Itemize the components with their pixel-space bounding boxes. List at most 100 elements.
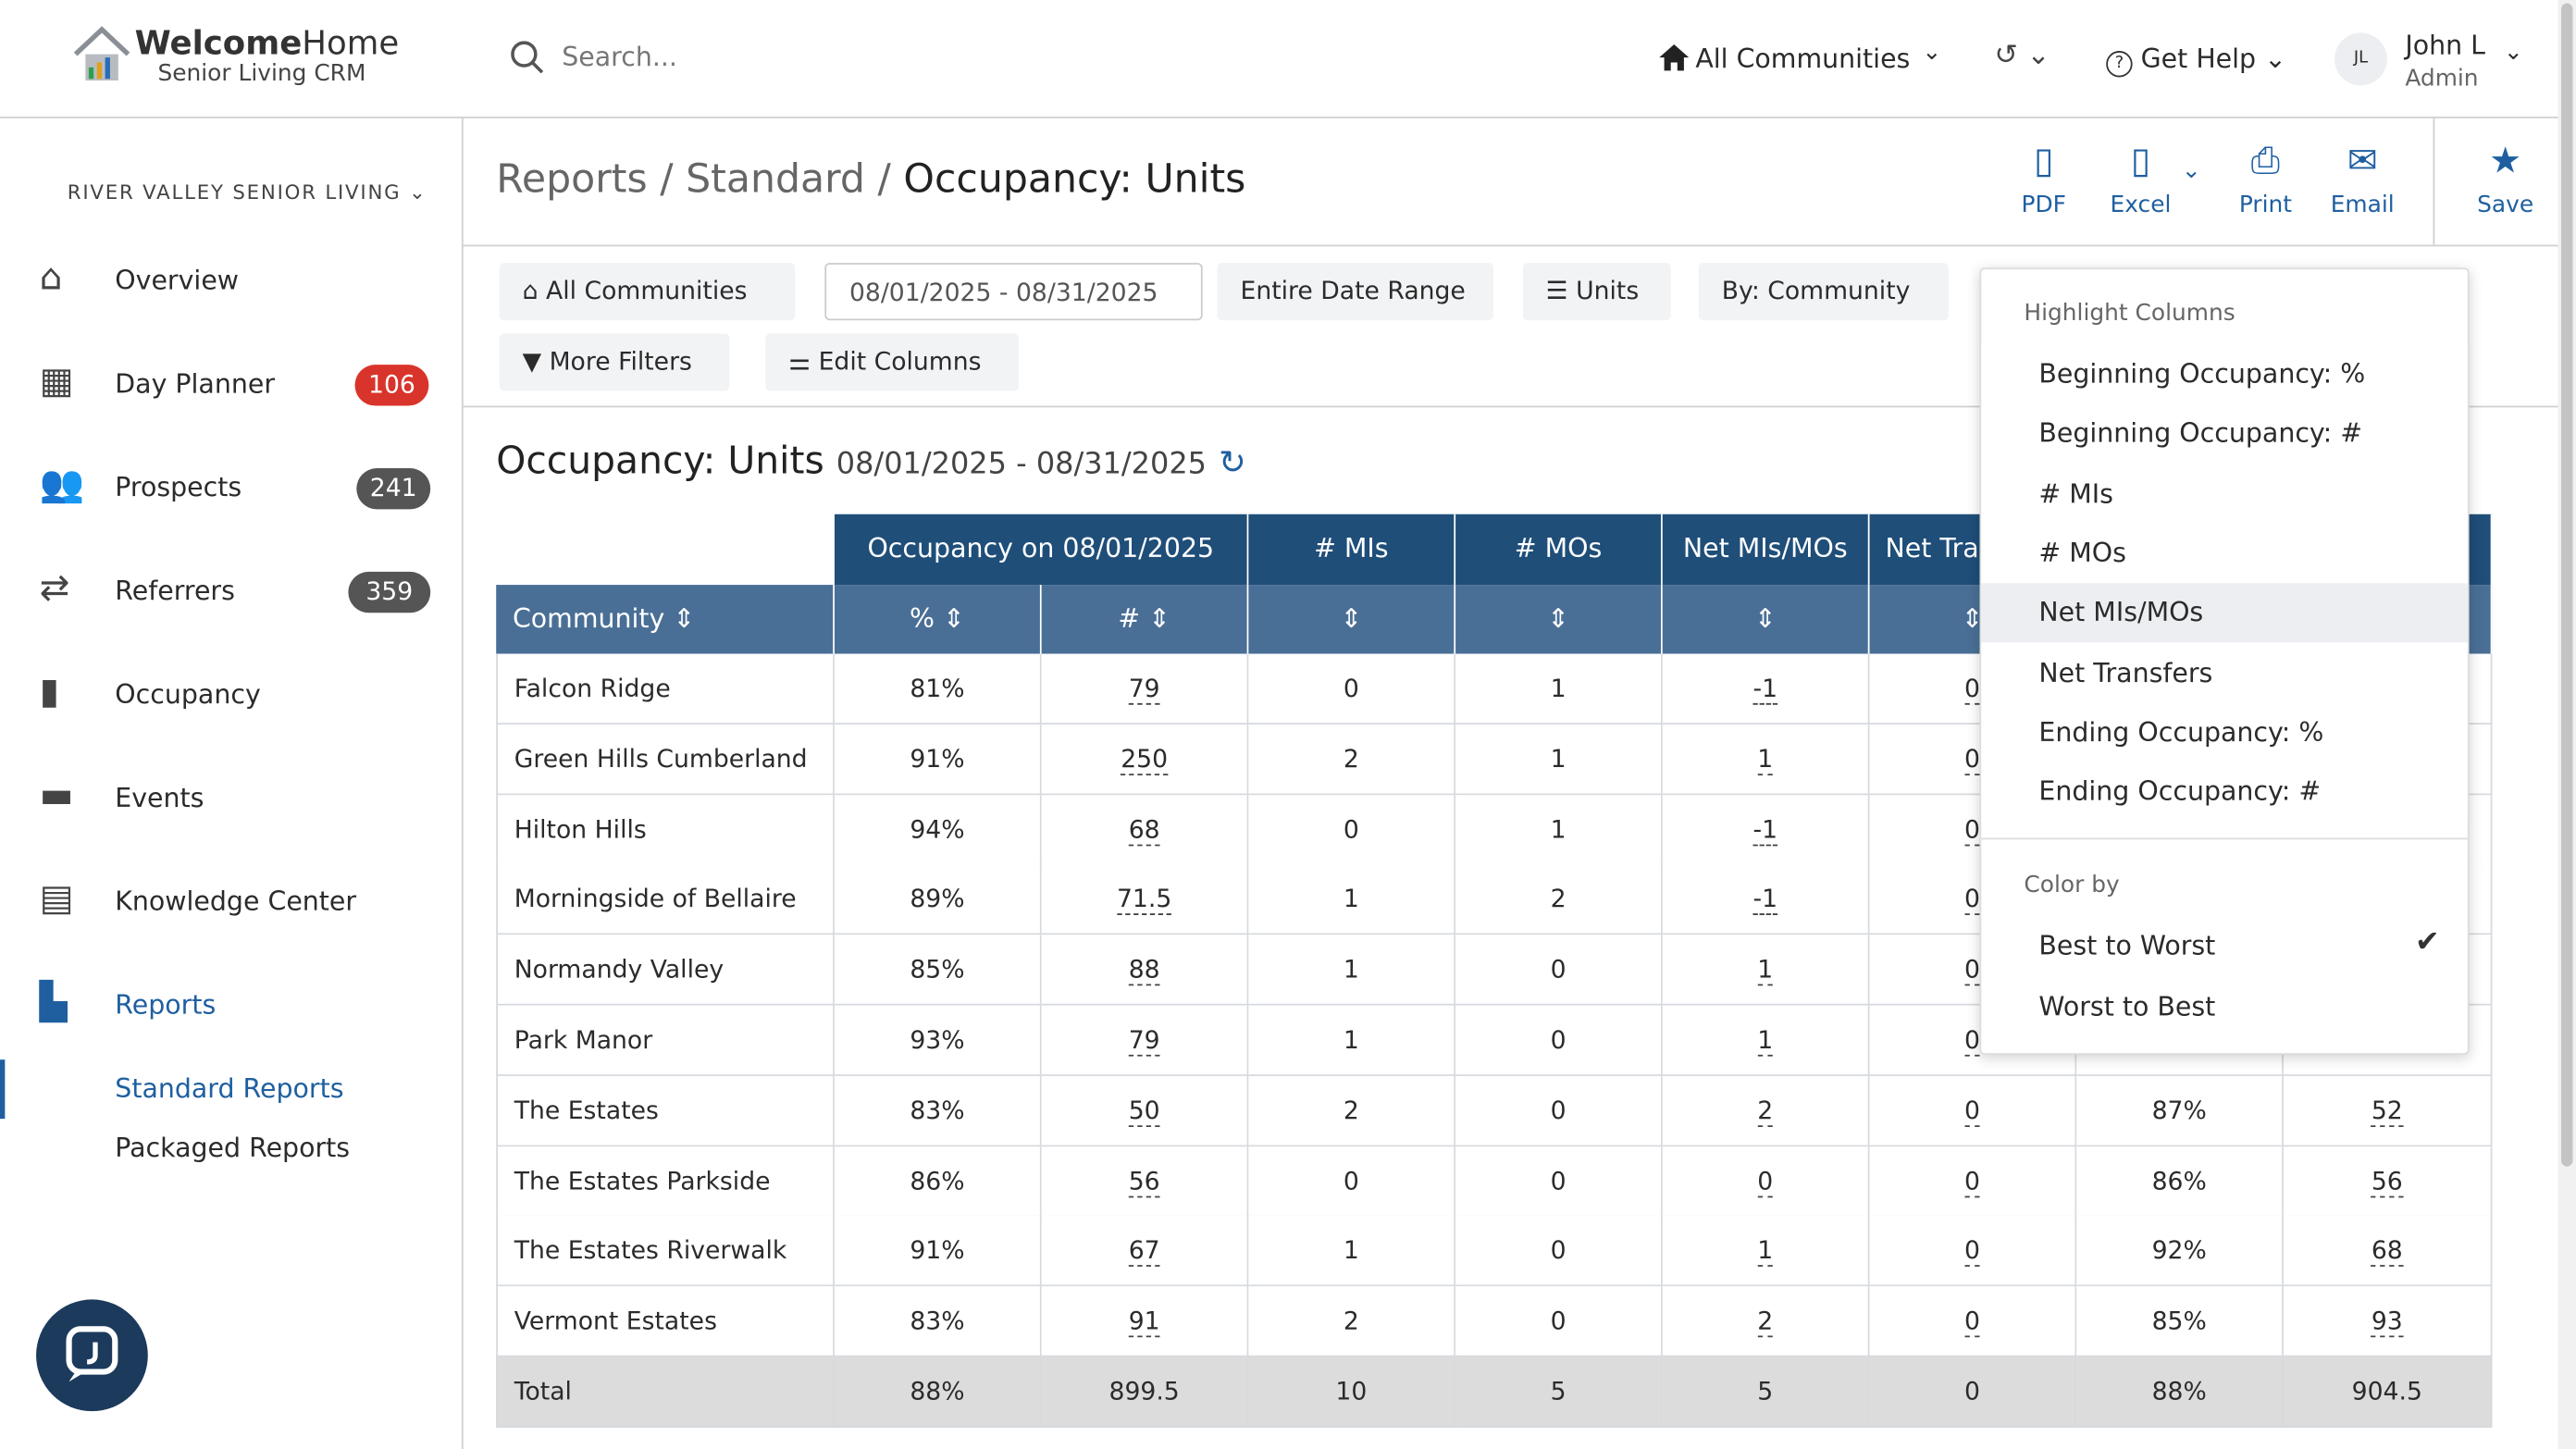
cell-value[interactable]: 79: [1128, 1024, 1160, 1057]
table-cell: 2: [1248, 1286, 1456, 1357]
cell-value[interactable]: 0: [1964, 743, 1980, 775]
subnav-item[interactable]: Standard Reports: [115, 1072, 344, 1105]
cell-value[interactable]: 0: [1964, 1095, 1980, 1127]
dropdown-item[interactable]: # MOs: [1981, 524, 2468, 584]
chat-button[interactable]: [36, 1299, 148, 1412]
nav-icon: ▤: [39, 878, 74, 921]
scroll-thumb[interactable]: [2561, 3, 2573, 1167]
avatar[interactable]: JL: [2334, 32, 2387, 86]
dropdown-item[interactable]: Ending Occupancy: #: [1981, 762, 2468, 822]
cell-value[interactable]: 0: [1757, 1165, 1774, 1197]
table-cell: The Estates Parkside: [496, 1146, 835, 1217]
nav-item[interactable]: Occupancy: [115, 678, 261, 711]
cell-value[interactable]: 52: [2371, 1095, 2403, 1127]
cell-value[interactable]: 2: [1757, 1095, 1774, 1127]
chevron[interactable]: ⌄: [2181, 157, 2201, 184]
cell-value[interactable]: 71.5: [1116, 884, 1172, 916]
cell-value[interactable]: -1: [1752, 884, 1778, 916]
cell-value[interactable]: 0: [1964, 813, 1980, 846]
sort-icon[interactable]: ⇕: [1961, 602, 1984, 635]
help-button[interactable]: ? Get Help ⌄: [2106, 43, 2286, 78]
toolbar-button[interactable]: ▯ Excel: [2091, 142, 2190, 227]
cell-value[interactable]: 0: [1964, 1165, 1980, 1197]
cell-value[interactable]: 68: [1128, 813, 1160, 846]
cell-value[interactable]: 250: [1121, 743, 1169, 775]
sort-icon[interactable]: ⇕: [1547, 602, 1569, 635]
column-header[interactable]: Community ⇕: [496, 585, 835, 654]
column-header[interactable]: ⇕: [1662, 585, 1870, 654]
column-header[interactable]: ⇕: [1248, 585, 1456, 654]
cell-value[interactable]: 50: [1128, 1095, 1160, 1127]
nav-item[interactable]: Overview: [115, 264, 240, 296]
filter-button[interactable]: Entire Date Range: [1217, 263, 1493, 321]
filter-button[interactable]: By: Community: [1698, 263, 1949, 321]
nav-item[interactable]: Referrers: [115, 575, 235, 607]
cell-value[interactable]: 0: [1964, 673, 1980, 705]
sort-icon[interactable]: ⇕: [664, 602, 696, 635]
dropdown-item[interactable]: # MIs: [1981, 464, 2468, 524]
filter-button[interactable]: ⌂ All Communities: [499, 263, 796, 321]
nav-item[interactable]: Knowledge Center: [115, 885, 357, 917]
cell-value: 10: [1335, 1376, 1368, 1406]
dropdown-item[interactable]: Best to Worst: [2038, 929, 2216, 961]
cell-value: 2: [1343, 1306, 1359, 1336]
dropdown-item[interactable]: Worst to Best: [2038, 990, 2216, 1022]
toolbar-button[interactable]: ▯ PDF: [1994, 142, 2093, 227]
cell-value[interactable]: 0: [1964, 954, 1980, 986]
cell-value[interactable]: 88: [1128, 954, 1160, 986]
cell-value[interactable]: 1: [1757, 743, 1774, 775]
sort-icon[interactable]: ⇕: [1340, 602, 1363, 635]
filter-button[interactable]: 08/01/2025 - 08/31/2025: [824, 263, 1203, 321]
breadcrumb-link[interactable]: Reports: [496, 155, 648, 203]
cell-value[interactable]: 0: [1964, 1306, 1980, 1338]
sort-icon[interactable]: ⇕: [934, 602, 965, 635]
toolbar-button[interactable]: ⎙ Print: [2216, 142, 2315, 227]
history-button[interactable]: ↺ ⌄: [1994, 39, 2050, 73]
search-input[interactable]: Search...: [562, 41, 677, 73]
cell-value[interactable]: 93: [2371, 1306, 2403, 1338]
dropdown-item[interactable]: Net MIs/MOs: [1981, 583, 2468, 643]
sort-icon[interactable]: ⇕: [1753, 602, 1777, 635]
cell-value[interactable]: -1: [1752, 673, 1778, 705]
cell-value[interactable]: 56: [1128, 1165, 1160, 1197]
filter-button[interactable]: ☰ Units: [1522, 263, 1671, 321]
cell-value[interactable]: 1: [1757, 1235, 1774, 1268]
cell-value[interactable]: 0: [1964, 1024, 1980, 1057]
chevron: ⌄: [2503, 39, 2523, 67]
dropdown-item[interactable]: Net Transfers: [1981, 643, 2468, 703]
column-header[interactable]: # ⇕: [1041, 585, 1249, 654]
cell-value: Normandy Valley: [514, 954, 724, 985]
cell-value[interactable]: 91: [1128, 1306, 1160, 1338]
dropdown-item[interactable]: Ending Occupancy: %: [1981, 702, 2468, 762]
refresh-button[interactable]: ↻: [1219, 441, 1246, 482]
community-selector[interactable]: All Communities: [1695, 43, 1911, 74]
cell-value[interactable]: 2: [1757, 1306, 1774, 1338]
cell-value: Morningside of Bellaire: [514, 884, 797, 914]
sort-icon[interactable]: ⇕: [1140, 602, 1170, 635]
cell-value[interactable]: 0: [1964, 884, 1980, 916]
toolbar-button[interactable]: ✉ Email: [2313, 142, 2412, 227]
org-selector[interactable]: RIVER VALLEY SENIOR LIVING ⌄: [67, 180, 427, 204]
nav-item[interactable]: Day Planner: [115, 367, 276, 400]
column-header[interactable]: ⇕: [1455, 585, 1663, 654]
cell-value[interactable]: 1: [1757, 954, 1774, 986]
column-header[interactable]: % ⇕: [834, 585, 1042, 654]
cell-value[interactable]: 0: [1964, 1235, 1980, 1268]
nav-item[interactable]: Events: [115, 782, 204, 813]
dropdown-item[interactable]: Beginning Occupancy: #: [1981, 404, 2468, 464]
cell-value[interactable]: 67: [1128, 1235, 1160, 1268]
subnav-item[interactable]: Packaged Reports: [115, 1132, 351, 1164]
breadcrumb-link[interactable]: Standard: [686, 155, 865, 203]
toolbar-button[interactable]: ★ Save: [2456, 142, 2555, 227]
cell-value[interactable]: 56: [2371, 1165, 2403, 1197]
cell-value[interactable]: 1: [1757, 1024, 1774, 1057]
cell-value[interactable]: -1: [1752, 813, 1778, 846]
filter-button[interactable]: ▼ More Filters: [499, 333, 730, 391]
cell-value[interactable]: 68: [2371, 1235, 2403, 1268]
filter-button[interactable]: ⚌ Edit Columns: [765, 333, 1019, 391]
nav-item[interactable]: Reports: [115, 988, 217, 1021]
cell-value[interactable]: 79: [1128, 673, 1160, 705]
dropdown-item[interactable]: Beginning Occupancy: %: [1981, 344, 2468, 404]
table-cell: 79: [1041, 1005, 1249, 1076]
nav-item[interactable]: Prospects: [115, 471, 242, 503]
